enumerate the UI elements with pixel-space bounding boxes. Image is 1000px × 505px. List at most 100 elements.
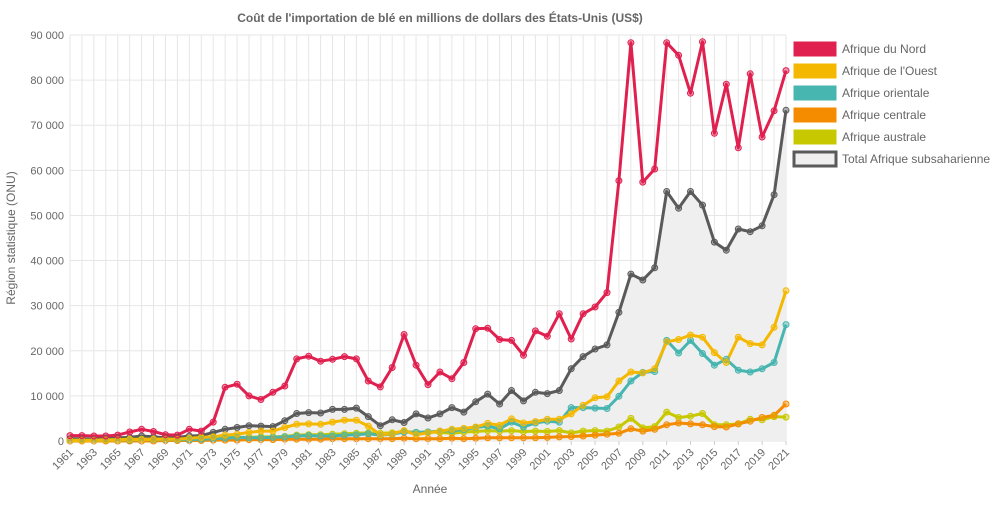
- data-point[interactable]: [543, 428, 551, 435]
- data-point[interactable]: [758, 222, 766, 230]
- data-point[interactable]: [448, 425, 456, 433]
- legend-item-4[interactable]: Afrique australe: [793, 129, 926, 145]
- data-point[interactable]: [615, 392, 623, 400]
- data-point[interactable]: [352, 404, 360, 412]
- data-point[interactable]: [746, 340, 754, 348]
- data-point[interactable]: [567, 335, 575, 343]
- data-point[interactable]: [472, 325, 480, 333]
- data-point[interactable]: [329, 355, 336, 363]
- data-point[interactable]: [150, 435, 157, 443]
- data-point[interactable]: [400, 427, 408, 435]
- data-point[interactable]: [531, 427, 539, 435]
- data-point[interactable]: [543, 390, 551, 398]
- data-point[interactable]: [710, 129, 718, 137]
- data-point[interactable]: [579, 432, 587, 440]
- data-point[interactable]: [305, 352, 313, 360]
- data-point[interactable]: [758, 365, 766, 373]
- data-point[interactable]: [722, 359, 730, 366]
- data-point[interactable]: [209, 418, 217, 426]
- data-point[interactable]: [269, 436, 277, 444]
- data-point[interactable]: [364, 422, 372, 430]
- data-point[interactable]: [424, 429, 432, 437]
- data-point[interactable]: [543, 332, 551, 340]
- data-point[interactable]: [710, 423, 718, 431]
- data-point[interactable]: [543, 417, 551, 425]
- data-point[interactable]: [376, 431, 384, 439]
- data-point[interactable]: [746, 417, 754, 425]
- data-point[interactable]: [770, 191, 778, 199]
- data-point[interactable]: [567, 410, 575, 418]
- legend-item-3[interactable]: Afrique centrale: [793, 107, 926, 123]
- data-point[interactable]: [687, 188, 694, 195]
- data-point[interactable]: [317, 357, 325, 365]
- data-point[interactable]: [484, 390, 492, 398]
- data-point[interactable]: [591, 404, 599, 412]
- data-point[interactable]: [388, 430, 396, 438]
- data-point[interactable]: [567, 404, 575, 412]
- data-point[interactable]: [400, 331, 408, 338]
- data-point[interactable]: [233, 430, 241, 438]
- data-point[interactable]: [114, 431, 122, 439]
- data-point[interactable]: [591, 345, 599, 353]
- data-point[interactable]: [364, 413, 372, 421]
- data-point[interactable]: [257, 422, 265, 430]
- data-point[interactable]: [269, 433, 277, 441]
- data-point[interactable]: [627, 368, 635, 376]
- data-point[interactable]: [687, 336, 694, 344]
- data-point[interactable]: [758, 414, 766, 421]
- data-point[interactable]: [508, 427, 515, 435]
- data-point[interactable]: [603, 289, 611, 297]
- data-point[interactable]: [603, 430, 611, 438]
- data-point[interactable]: [496, 421, 504, 429]
- data-point[interactable]: [758, 416, 766, 424]
- data-point[interactable]: [555, 427, 563, 435]
- data-point[interactable]: [675, 419, 683, 427]
- data-point[interactable]: [496, 400, 504, 408]
- data-point[interactable]: [734, 420, 742, 428]
- data-point[interactable]: [591, 394, 599, 402]
- data-point[interactable]: [257, 396, 265, 403]
- data-point[interactable]: [472, 423, 480, 431]
- data-point[interactable]: [699, 410, 706, 417]
- data-point[interactable]: [555, 415, 563, 423]
- data-point[interactable]: [78, 437, 86, 444]
- data-point[interactable]: [400, 419, 408, 426]
- data-point[interactable]: [257, 427, 265, 435]
- data-point[interactable]: [734, 225, 742, 233]
- data-point[interactable]: [520, 434, 527, 442]
- data-point[interactable]: [520, 397, 527, 405]
- data-point[interactable]: [364, 430, 372, 438]
- data-point[interactable]: [734, 144, 742, 152]
- data-point[interactable]: [162, 431, 169, 439]
- data-point[interactable]: [651, 165, 659, 173]
- data-point[interactable]: [412, 361, 420, 369]
- data-point[interactable]: [245, 422, 253, 430]
- data-point[interactable]: [699, 421, 706, 429]
- data-point[interactable]: [758, 341, 766, 349]
- data-point[interactable]: [484, 434, 492, 442]
- data-point[interactable]: [173, 431, 181, 439]
- data-point[interactable]: [615, 377, 623, 385]
- data-point[interactable]: [424, 381, 432, 389]
- data-point[interactable]: [651, 425, 659, 433]
- data-point[interactable]: [305, 432, 313, 440]
- data-point[interactable]: [722, 423, 730, 431]
- data-point[interactable]: [746, 70, 754, 78]
- data-point[interactable]: [543, 433, 551, 441]
- data-point[interactable]: [627, 39, 635, 47]
- data-point[interactable]: [639, 427, 647, 435]
- data-point[interactable]: [484, 419, 492, 427]
- data-point[interactable]: [603, 341, 611, 349]
- data-point[interactable]: [567, 429, 575, 437]
- data-point[interactable]: [257, 434, 265, 442]
- data-point[interactable]: [412, 410, 420, 418]
- data-point[interactable]: [424, 435, 432, 443]
- data-point[interactable]: [341, 431, 348, 439]
- data-point[interactable]: [496, 336, 504, 343]
- data-point[interactable]: [579, 401, 587, 409]
- data-point[interactable]: [734, 366, 742, 374]
- data-point[interactable]: [627, 270, 635, 278]
- data-point[interactable]: [746, 368, 754, 376]
- data-point[interactable]: [221, 425, 229, 433]
- data-point[interactable]: [710, 349, 718, 357]
